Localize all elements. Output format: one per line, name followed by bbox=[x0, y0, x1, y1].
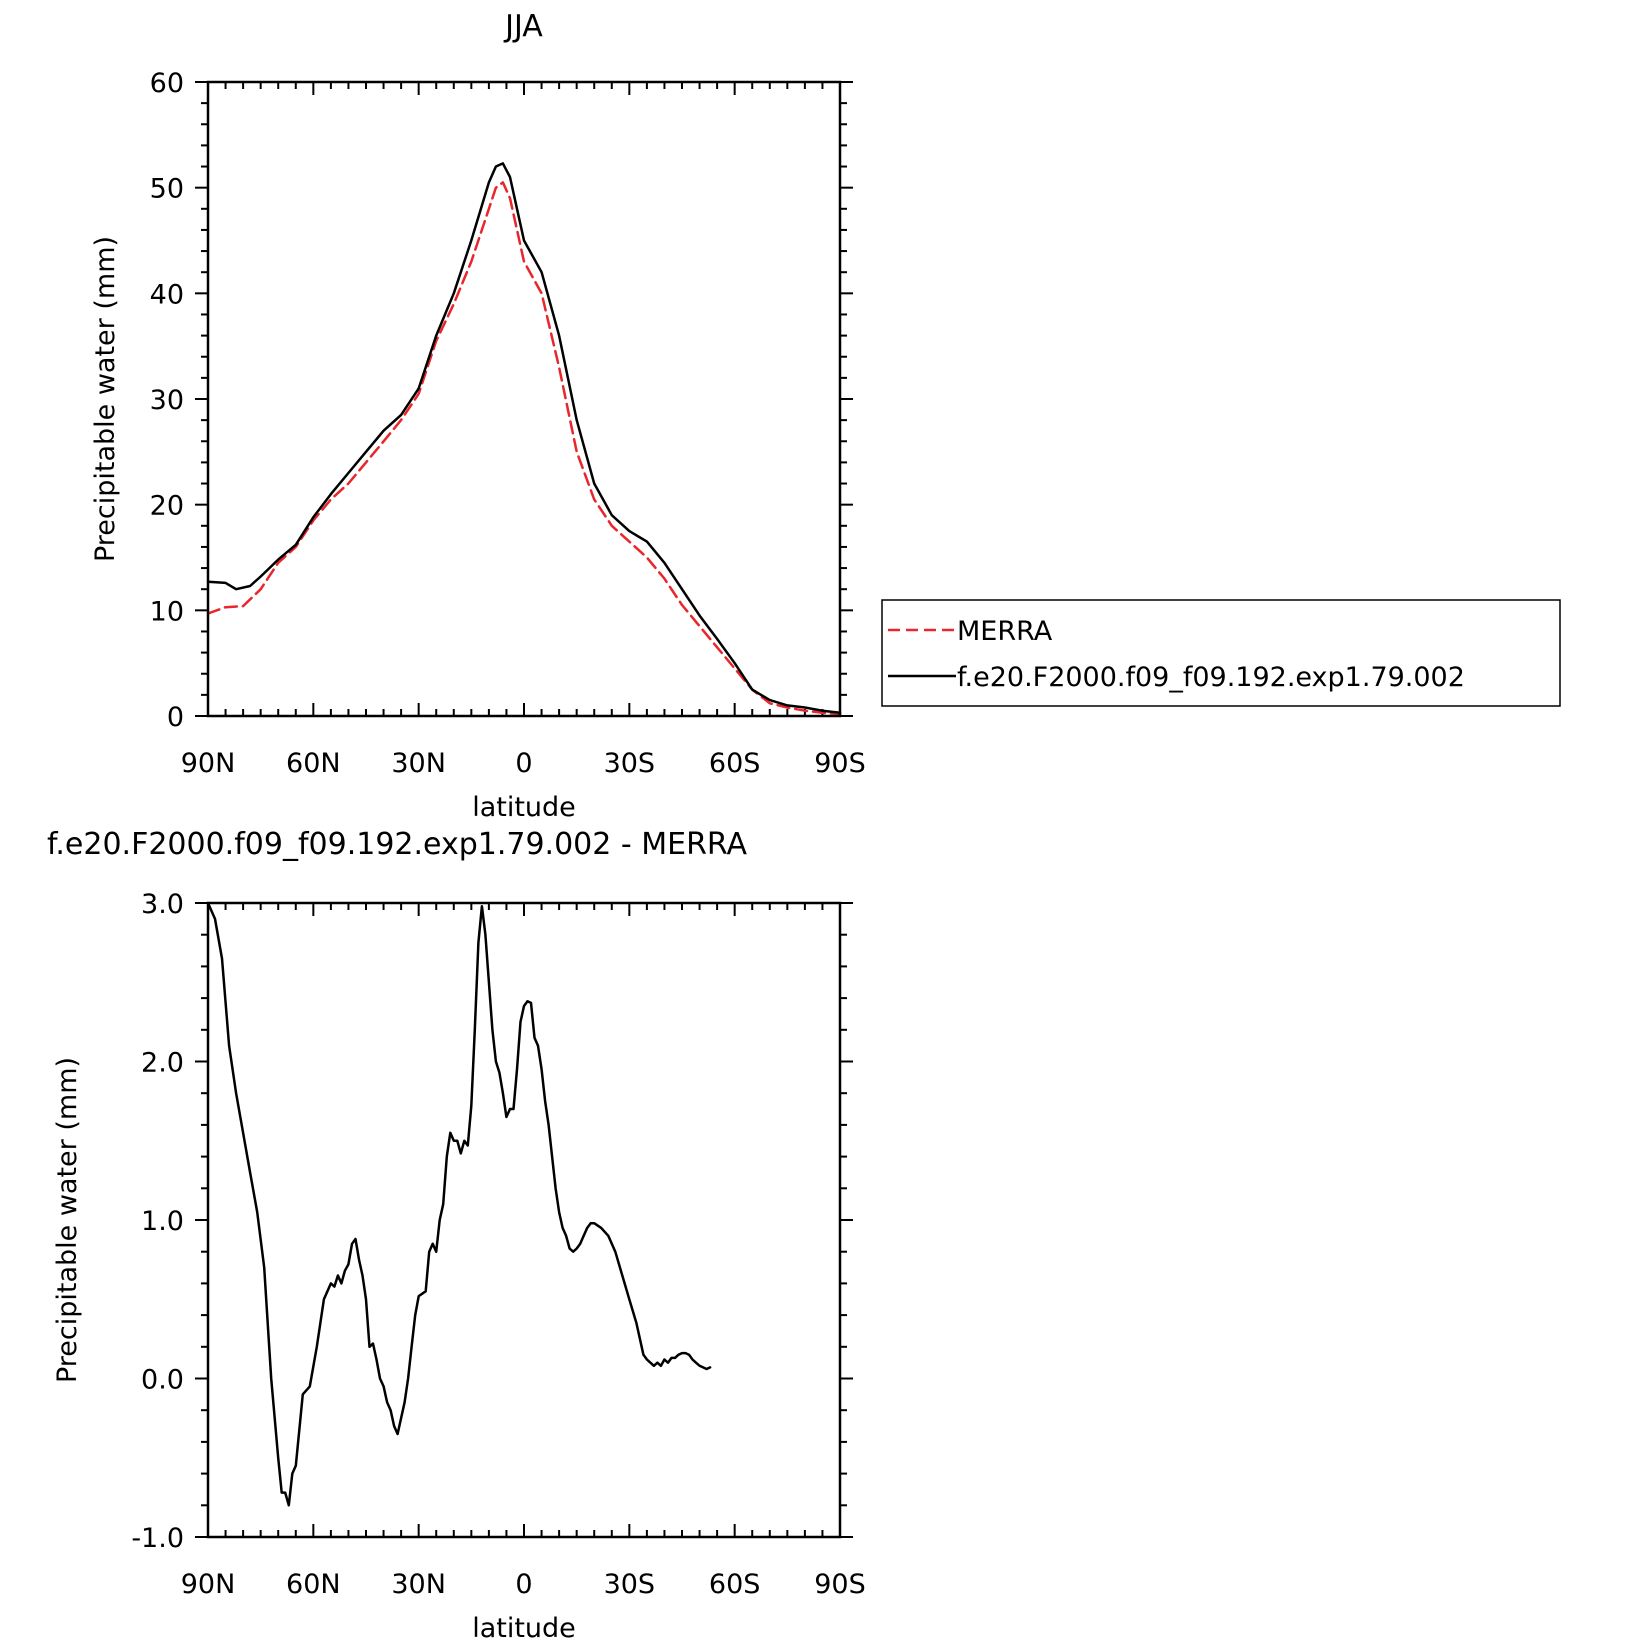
top-axis-ticks bbox=[195, 81, 853, 717]
bottom-x-tick-label: 90S bbox=[814, 1569, 866, 1600]
legend: MERRA f.e20.F2000.f09_f09.192.exp1.79.00… bbox=[881, 599, 1561, 707]
top-y-tick-label: 10 bbox=[150, 596, 184, 627]
legend-label-model: f.e20.F2000.f09_f09.192.exp1.79.002 bbox=[957, 662, 1465, 693]
bottom-series-lines bbox=[206, 901, 712, 1507]
bottom-x-tick-label: 60N bbox=[286, 1569, 341, 1600]
bottom-x-tick-label: 30N bbox=[391, 1569, 446, 1600]
bottom-series-line-1 bbox=[206, 901, 712, 1507]
bottom-y-tick-label: 1.0 bbox=[141, 1206, 184, 1237]
bottom-axis-ticks bbox=[195, 902, 853, 1538]
top-x-tick-label: 90S bbox=[814, 748, 866, 779]
bottom-y-tick-labels: -1.0 0.0 1.0 2.0 3.0 bbox=[131, 889, 184, 1554]
top-y-tick-label: 20 bbox=[150, 491, 184, 522]
top-x-axis-title: latitude bbox=[472, 792, 576, 823]
top-x-tick-label: 60S bbox=[709, 748, 761, 779]
top-series-lines bbox=[206, 162, 842, 716]
top-series-line-1 bbox=[206, 181, 842, 716]
bottom-x-tick-label: 90N bbox=[181, 1569, 236, 1600]
bottom-x-axis-title: latitude bbox=[472, 1613, 576, 1641]
top-x-tick-label: 30S bbox=[604, 748, 656, 779]
bottom-x-tick-label: 60S bbox=[709, 1569, 761, 1600]
top-x-tick-labels: 90N 60N 30N 0 30S 60S 90S bbox=[181, 748, 866, 779]
top-y-tick-label: 40 bbox=[150, 279, 184, 310]
bottom-y-tick-label: 2.0 bbox=[141, 1048, 184, 1079]
top-y-tick-label: 50 bbox=[150, 174, 184, 205]
bottom-y-tick-label: 0.0 bbox=[141, 1365, 184, 1396]
bottom-y-axis-title: Precipitable water (mm) bbox=[52, 1057, 83, 1383]
bottom-x-tick-label: 0 bbox=[515, 1569, 532, 1600]
top-x-tick-label: 30N bbox=[391, 748, 446, 779]
bottom-x-tick-labels: 90N 60N 30N 0 30S 60S 90S bbox=[181, 1569, 866, 1600]
legend-box bbox=[881, 599, 1561, 707]
top-x-tick-label: 90N bbox=[181, 748, 236, 779]
bottom-y-tick-label: -1.0 bbox=[131, 1523, 184, 1554]
legend-label-merra: MERRA bbox=[957, 616, 1053, 647]
bottom-y-tick-label: 3.0 bbox=[141, 889, 184, 920]
top-series-line-2 bbox=[206, 162, 842, 715]
top-y-axis-title: Precipitable water (mm) bbox=[90, 236, 121, 562]
bottom-plot-frame bbox=[206, 901, 842, 1539]
top-plot-frame bbox=[206, 80, 842, 718]
bottom-panel: f.e20.F2000.f09_f09.192.exp1.79.002 - ME… bbox=[47, 827, 866, 1644]
top-y-tick-label: 0 bbox=[167, 702, 184, 733]
top-x-tick-label: 60N bbox=[286, 748, 341, 779]
top-panel: JJA 0 10 20 30 40 50 60 90N 60N 30N 0 30S 60S 90S la… bbox=[90, 9, 866, 823]
bottom-plot-title: f.e20.F2000.f09_f09.192.exp1.79.002 - ME… bbox=[47, 827, 748, 862]
top-x-tick-label: 0 bbox=[515, 748, 532, 779]
bottom-x-tick-label: 30S bbox=[604, 1569, 656, 1600]
top-y-tick-label: 30 bbox=[150, 385, 184, 416]
top-y-tick-labels: 0 10 20 30 40 50 60 bbox=[150, 68, 184, 733]
top-plot-title: JJA bbox=[503, 9, 543, 44]
top-y-tick-label: 60 bbox=[150, 68, 184, 99]
